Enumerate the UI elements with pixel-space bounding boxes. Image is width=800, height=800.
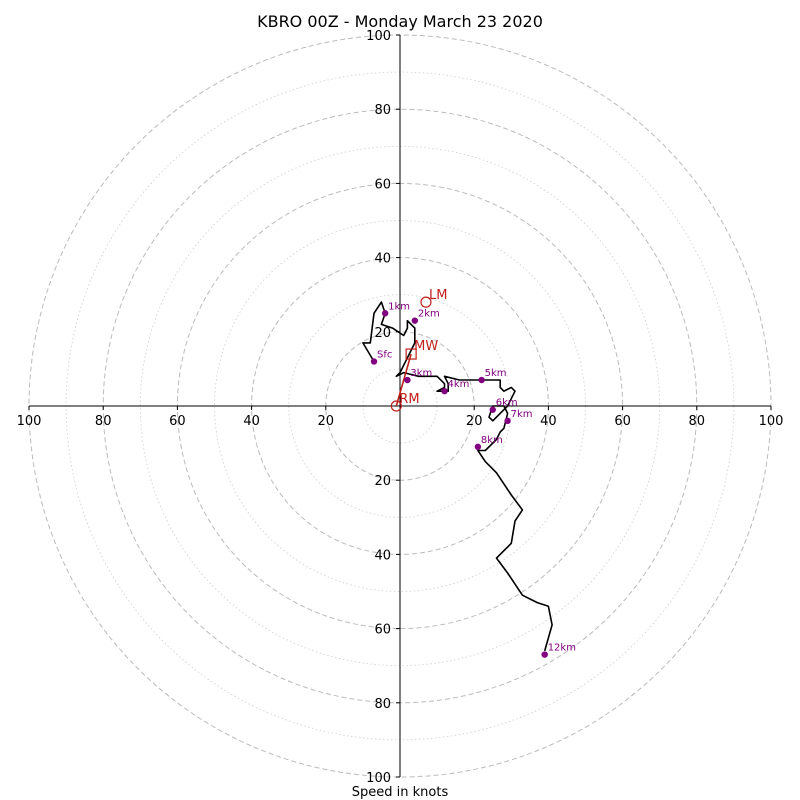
lm-marker (420, 296, 432, 308)
height-marker-point (404, 376, 411, 384)
y-tick-label: 60 (374, 623, 391, 638)
tick-labels: 100 100 80 80 60 60 40 40 20 20 20 20 40 40 60 60 80 80 10… (17, 29, 784, 786)
mw-label: MW (414, 339, 438, 354)
height-marker-point (478, 376, 485, 384)
rm-marker (390, 400, 402, 412)
height-marker-label: 7km (511, 409, 533, 420)
height-marker-point (541, 651, 548, 658)
storm-motion-vector (395, 353, 412, 407)
height-marker-point (370, 358, 378, 365)
x-tick-label: 20 (318, 414, 335, 429)
y-tick-label: 60 (374, 177, 391, 192)
height-marker-label: 12km (548, 643, 576, 654)
height-marker-point (441, 387, 448, 395)
hodograph-trace (362, 301, 553, 652)
mw-marker (405, 348, 417, 360)
x-tick-label: 100 (17, 414, 42, 429)
x-tick-label: 40 (243, 414, 260, 429)
x-tick-label: 60 (169, 414, 186, 429)
y-tick-label: 20 (374, 326, 391, 341)
rm-label: RM (399, 392, 419, 407)
y-tick-label: 80 (374, 103, 391, 118)
height-marker-label: 5km (485, 368, 507, 379)
x-tick-label: 100 (759, 414, 784, 429)
height-marker-label: 8km (481, 435, 503, 446)
height-marker-label: 3km (410, 368, 432, 379)
height-marker-label: 1km (388, 301, 410, 312)
x-tick-label: 40 (540, 414, 557, 429)
x-tick-label: 80 (689, 414, 706, 429)
x-tick-label: 80 (95, 414, 112, 429)
height-marker-label: 2km (418, 309, 440, 320)
y-tick-label: 20 (374, 474, 391, 489)
y-tick-label: 40 (374, 252, 391, 267)
height-marker-point (504, 417, 511, 425)
lm-label: LM (429, 288, 447, 303)
y-tick-label: 100 (366, 771, 391, 786)
height-marker-label: 4km (448, 379, 470, 390)
height-marker-point (381, 310, 389, 317)
y-tick-label: 40 (374, 548, 391, 563)
height-marker-point (411, 317, 419, 324)
height-marker-point (474, 443, 482, 451)
height-marker-label: Sfc (377, 349, 392, 360)
y-tick-label: 100 (366, 29, 391, 44)
chart-title: KBRO 00Z - Monday March 23 2020 (257, 12, 543, 31)
x-axis-label: Speed in knots (352, 785, 449, 800)
height-marker-point (489, 406, 496, 413)
x-tick-label: 60 (614, 414, 631, 429)
height-marker-label: 6km (496, 398, 518, 409)
y-tick-label: 80 (374, 697, 391, 712)
x-tick-label: 20 (466, 414, 483, 429)
